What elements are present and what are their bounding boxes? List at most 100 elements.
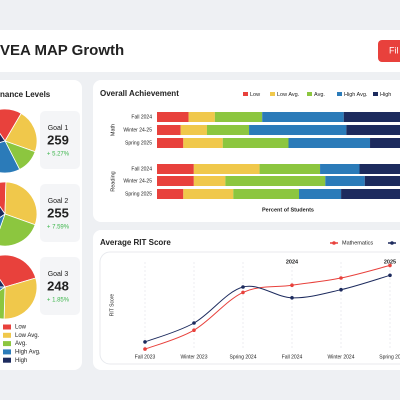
legend-swatch [337, 92, 342, 96]
goal-label: Goal 2 [48, 198, 69, 205]
bar-segment [222, 138, 289, 148]
annotation: 2024 [286, 259, 299, 265]
bar-segment [206, 125, 250, 135]
header-bar [0, 30, 400, 72]
achievement-card [93, 80, 400, 222]
category-label: Spring 2025 [125, 191, 152, 197]
filter-button[interactable] [378, 40, 400, 62]
bar-segment [341, 189, 400, 199]
bar-segment [157, 125, 181, 135]
line-point [241, 285, 245, 289]
bar-segment [157, 112, 189, 122]
bar-segment [320, 164, 360, 174]
bar-segment [370, 138, 400, 148]
pie-slice [0, 278, 6, 288]
legend-swatch [3, 341, 11, 347]
plot-area [99, 251, 400, 365]
bar-segment [288, 138, 371, 148]
category-label: Spring 2025 [125, 140, 152, 146]
x-tick-label: Winter 2024 [328, 354, 355, 360]
legend-swatch [243, 92, 248, 96]
legend-swatch [3, 357, 11, 363]
bar-segment [359, 164, 400, 174]
goal-score: 255 [47, 205, 69, 220]
goal-score: 259 [47, 132, 69, 147]
category-label: Fall 2024 [131, 114, 152, 120]
legend-swatch [373, 92, 378, 96]
legend-swatch [3, 324, 11, 330]
goal-score: 248 [47, 278, 69, 293]
category-label: Fall 2024 [131, 166, 152, 172]
bar-segment [193, 164, 260, 174]
line-point [339, 287, 343, 292]
goal-change: + 1.85% [47, 298, 70, 304]
pie-slice [0, 286, 6, 320]
bar-segment [180, 125, 207, 135]
pie-slice [3, 277, 38, 320]
bar-segment [299, 189, 342, 199]
bar-segment [214, 112, 263, 122]
goal-change: + 7.59% [47, 225, 70, 231]
x-tick-label: Fall 2023 [135, 354, 156, 360]
legend-label: Avg. [314, 92, 325, 98]
bar-segment [346, 125, 400, 135]
legend-label: High Avg. [15, 349, 41, 355]
bar-segment [193, 176, 226, 186]
line-point [143, 340, 147, 344]
category-label: Winter 24-25 [123, 127, 152, 133]
pie-slice [0, 286, 7, 291]
pie-slice [0, 213, 36, 247]
x-tick-label: Spring 20 [379, 354, 400, 360]
bar-segment [249, 125, 347, 135]
goal-label: Goal 3 [48, 271, 69, 278]
goal-label: Goal 1 [48, 125, 69, 132]
bar-segment [259, 164, 321, 174]
legend-label: High [15, 358, 27, 364]
bar-segment [188, 112, 215, 122]
legend-label: Avg. [15, 341, 27, 347]
line-point [388, 273, 392, 278]
legend-label: Mathematics [342, 240, 373, 246]
pie-slice [0, 254, 37, 288]
line-point [388, 263, 392, 268]
bar-segment [157, 176, 194, 186]
category-label: Winter 24-25 [123, 178, 152, 184]
legend-label: Low [15, 325, 27, 331]
line-series [144, 264, 391, 350]
page-title: VEA MAP Growth [0, 42, 124, 59]
bar-segment [157, 138, 184, 148]
pie-slice [0, 140, 21, 174]
bar-segment [233, 189, 300, 199]
bar-segment [262, 112, 344, 122]
group-label: Reading [110, 171, 116, 192]
legend-dot [390, 241, 394, 245]
legend-label: Low Avg. [15, 333, 40, 339]
bar-segment [225, 176, 326, 186]
line-point [290, 296, 294, 300]
y-axis-label: RIT Score [109, 294, 115, 317]
goal-panel [40, 257, 80, 315]
legend-label: Low [250, 92, 260, 98]
line-point [290, 283, 294, 288]
annotation: 2025 [384, 259, 396, 265]
x-tick-label: Spring 2024 [230, 354, 257, 360]
legend-label: High Avg. [344, 92, 368, 98]
bar-segment [183, 138, 223, 148]
legend-swatch [3, 349, 11, 355]
bar-segment [343, 112, 400, 122]
goal-panel [40, 111, 80, 169]
filter-button-label[interactable]: Fil [389, 45, 399, 55]
line-point [143, 347, 147, 351]
legend-dot [332, 241, 336, 245]
legend-swatch [3, 332, 11, 338]
pie-slice [0, 212, 6, 230]
goal-panel [40, 184, 80, 242]
pie-slice [0, 132, 6, 143]
bar-segment [157, 164, 194, 174]
group-label: Math [110, 124, 116, 136]
goal-change: + 5.27% [47, 152, 70, 158]
chart-title: Average RIT Score [100, 238, 171, 247]
card-title: nance Levels [0, 90, 51, 99]
x-tick-label: Fall 2024 [282, 354, 303, 360]
line-point [192, 321, 196, 325]
